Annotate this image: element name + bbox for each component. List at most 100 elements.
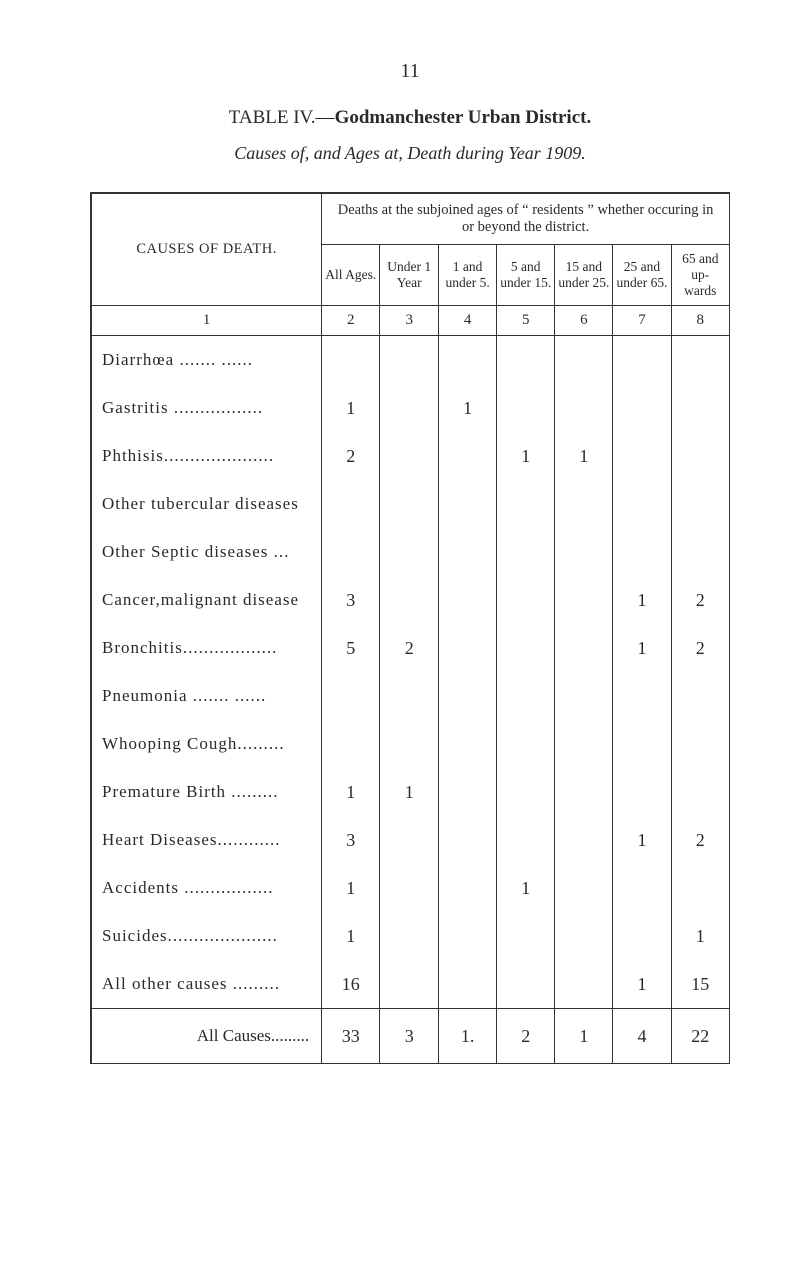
data-cell: 1 [497, 864, 555, 912]
data-cell: 1 [322, 768, 380, 816]
data-cell [671, 432, 729, 480]
total-cell: 3 [380, 1009, 439, 1064]
cause-label: Accidents ................. [92, 864, 322, 912]
data-cell [555, 528, 613, 576]
data-cell: 1 [322, 912, 380, 960]
data-cell [380, 528, 439, 576]
table-row: Diarrhœa ....... ...... [92, 336, 729, 385]
age-header: All Ages. [322, 245, 380, 306]
data-cell [380, 672, 439, 720]
data-cell [555, 720, 613, 768]
data-cell [613, 432, 671, 480]
age-header: 25 and under 65. [613, 245, 671, 306]
data-cell [671, 384, 729, 432]
data-cell [380, 480, 439, 528]
data-cell: 1 [671, 912, 729, 960]
data-cell [439, 864, 497, 912]
data-cell [439, 480, 497, 528]
data-cell [497, 528, 555, 576]
total-cell: 2 [497, 1009, 555, 1064]
table-row: CAUSES OF DEATH. Deaths at the subjoined… [92, 194, 729, 245]
total-cell: 4 [613, 1009, 671, 1064]
data-cell [380, 816, 439, 864]
data-cell [555, 624, 613, 672]
col-number: 6 [555, 306, 613, 336]
col-number: 4 [439, 306, 497, 336]
data-cell [671, 528, 729, 576]
table-row: Premature Birth .........11 [92, 768, 729, 816]
data-cell: 5 [322, 624, 380, 672]
data-cell [497, 384, 555, 432]
table-row: Suicides.....................11 [92, 912, 729, 960]
data-cell: 3 [322, 816, 380, 864]
data-cell [439, 816, 497, 864]
cause-label: Pneumonia ....... ...... [92, 672, 322, 720]
data-cell [439, 432, 497, 480]
cause-label: Bronchitis.................. [92, 624, 322, 672]
data-cell: 15 [671, 960, 729, 1009]
data-cell [555, 864, 613, 912]
data-cell: 1 [613, 576, 671, 624]
data-cell [613, 864, 671, 912]
data-cell [439, 672, 497, 720]
data-cell [439, 768, 497, 816]
table-row: Other Septic diseases ... [92, 528, 729, 576]
table-row: Cancer,malignant disease312 [92, 576, 729, 624]
data-cell [555, 576, 613, 624]
data-cell [497, 768, 555, 816]
cause-label: Gastritis ................. [92, 384, 322, 432]
data-cell [555, 912, 613, 960]
table-row: All other causes .........16115 [92, 960, 729, 1009]
subtitle: Causes of, and Ages at, Death during Yea… [90, 143, 730, 164]
data-cell [613, 672, 671, 720]
data-cell [555, 336, 613, 385]
data-cell: 1 [380, 768, 439, 816]
data-cell [555, 480, 613, 528]
data-cell: 2 [322, 432, 380, 480]
total-cell: 1 [555, 1009, 613, 1064]
data-cell [380, 864, 439, 912]
data-cell [671, 720, 729, 768]
data-cell [439, 624, 497, 672]
data-cell [380, 336, 439, 385]
data-cell [380, 384, 439, 432]
data-cell [497, 576, 555, 624]
data-cell [322, 720, 380, 768]
age-header: Under 1 Year [380, 245, 439, 306]
data-cell [497, 336, 555, 385]
cause-label: Other Septic diseases ... [92, 528, 322, 576]
data-cell: 2 [380, 624, 439, 672]
data-cell [555, 768, 613, 816]
col-number: 3 [380, 306, 439, 336]
mortality-table: CAUSES OF DEATH. Deaths at the subjoined… [92, 194, 729, 1063]
data-cell [555, 960, 613, 1009]
data-cell [555, 816, 613, 864]
data-cell [613, 480, 671, 528]
banner-text: Deaths at the subjoined ages of “ reside… [322, 194, 729, 245]
cause-label: Suicides..................... [92, 912, 322, 960]
table-row: Pneumonia ....... ...... [92, 672, 729, 720]
table-row: Gastritis .................11 [92, 384, 729, 432]
table-row: Other tubercular diseases [92, 480, 729, 528]
title-bold: Godmanchester Urban District. [335, 107, 592, 128]
data-cell [613, 912, 671, 960]
data-cell [380, 912, 439, 960]
col-number: 1 [92, 306, 322, 336]
data-cell [322, 336, 380, 385]
age-header: 5 and under 15. [497, 245, 555, 306]
total-cell: 1. [439, 1009, 497, 1064]
table-row: Bronchitis..................5212 [92, 624, 729, 672]
col-number: 7 [613, 306, 671, 336]
cause-label: Phthisis..................... [92, 432, 322, 480]
data-cell: 1 [497, 432, 555, 480]
data-cell: 2 [671, 576, 729, 624]
data-cell [497, 816, 555, 864]
data-cell [322, 480, 380, 528]
data-cell [555, 384, 613, 432]
data-cell [380, 432, 439, 480]
data-cell [497, 912, 555, 960]
data-cell [613, 336, 671, 385]
cause-label: Whooping Cough......... [92, 720, 322, 768]
data-cell [439, 912, 497, 960]
age-header: 15 and under 25. [555, 245, 613, 306]
